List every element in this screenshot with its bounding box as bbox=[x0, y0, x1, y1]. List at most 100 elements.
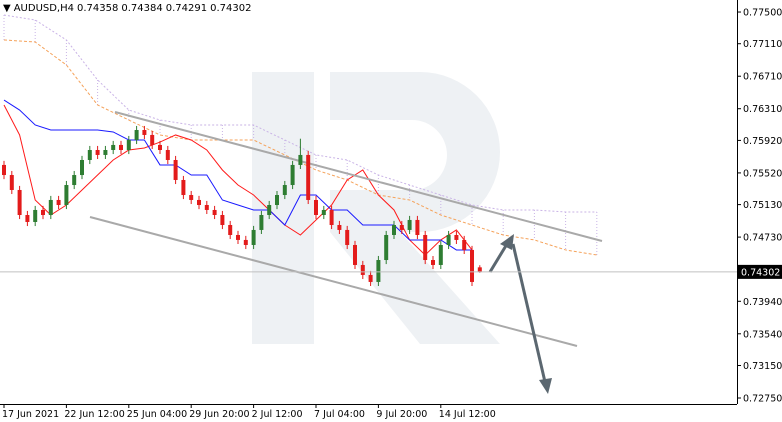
candle-body bbox=[228, 224, 233, 235]
current-price-box bbox=[738, 264, 782, 279]
candle-body bbox=[384, 234, 389, 261]
candle-body bbox=[376, 260, 381, 282]
candle-body bbox=[56, 199, 61, 206]
y-tick-label: 0.73940 bbox=[743, 297, 782, 308]
candle-body bbox=[337, 224, 342, 230]
y-tick-label: 0.77500 bbox=[743, 8, 782, 19]
candle-body bbox=[48, 199, 53, 216]
candle-body bbox=[189, 195, 194, 200]
close-price: 0.74302 bbox=[210, 3, 252, 14]
candle-body bbox=[212, 209, 217, 216]
x-tick-label: 17 Jun 2021 bbox=[2, 409, 59, 420]
candle-body bbox=[126, 140, 131, 150]
arrow-down bbox=[511, 243, 547, 383]
candle-body bbox=[95, 149, 100, 155]
candle-body bbox=[33, 209, 38, 222]
chart-header: ▼ AUDUSD,H4 0.74358 0.74384 0.74291 0.74302 bbox=[3, 3, 254, 14]
candle-body bbox=[25, 215, 30, 222]
candles-layer bbox=[2, 125, 482, 287]
y-tick-label: 0.73150 bbox=[743, 361, 782, 372]
y-tick-label: 0.73540 bbox=[743, 329, 782, 340]
candle-body bbox=[2, 164, 6, 176]
candle-body bbox=[407, 219, 412, 230]
candle-body bbox=[158, 144, 162, 150]
candle-body bbox=[477, 267, 482, 272]
y-tick-label: 0.77110 bbox=[743, 39, 782, 50]
y-tick-label: 0.74730 bbox=[743, 233, 782, 244]
candle-body bbox=[415, 219, 420, 235]
candle-body bbox=[290, 164, 295, 186]
indicator-line bbox=[3, 104, 473, 256]
candle-body bbox=[353, 244, 357, 265]
open-price: 0.74358 bbox=[77, 3, 119, 14]
candle-body bbox=[321, 209, 326, 216]
x-tick-label: 22 Jun 12:00 bbox=[64, 409, 124, 420]
candle-body bbox=[282, 185, 287, 196]
candle-body bbox=[87, 149, 92, 160]
candle-body bbox=[150, 134, 155, 145]
candle-body bbox=[17, 189, 22, 216]
candle-body bbox=[298, 154, 303, 165]
candle-body bbox=[360, 264, 365, 275]
candle-body bbox=[103, 149, 108, 155]
candle-body bbox=[197, 199, 201, 206]
symbol: AUDUSD,H4 bbox=[13, 3, 74, 14]
candle-body bbox=[165, 149, 170, 160]
candle-body bbox=[134, 130, 139, 141]
candle-body bbox=[119, 144, 123, 150]
arrow-head bbox=[539, 378, 552, 394]
candle-body bbox=[142, 130, 147, 135]
forecast-arrows bbox=[488, 234, 552, 394]
candle-body bbox=[64, 185, 69, 206]
candle-body bbox=[181, 179, 186, 196]
axis-layer: 0.77500 0.77110 0.76710 0.76310 0.75920 0.755… bbox=[0, 8, 782, 420]
candle-body bbox=[41, 209, 45, 216]
y-tick-label: 0.76310 bbox=[743, 104, 782, 115]
candle-body bbox=[236, 234, 240, 240]
candle-body bbox=[173, 159, 178, 180]
candle-body bbox=[80, 159, 84, 176]
y-tick-label: 0.75520 bbox=[743, 168, 782, 179]
y-tick-label: 0.75920 bbox=[743, 136, 782, 147]
y-tick-label: 0.75130 bbox=[743, 200, 782, 211]
x-tick-label: 2 Jul 12:00 bbox=[252, 409, 303, 420]
candle-body bbox=[306, 154, 311, 200]
candle-body bbox=[111, 144, 116, 150]
candle-body bbox=[251, 229, 256, 245]
candle-body bbox=[259, 215, 264, 230]
candle-body bbox=[470, 249, 474, 282]
x-tick-label: 29 Jun 20:00 bbox=[189, 409, 249, 420]
candle-body bbox=[423, 234, 428, 261]
watermark bbox=[252, 72, 500, 344]
x-tick-label: 9 Jul 20:00 bbox=[376, 409, 427, 420]
high-price: 0.74384 bbox=[121, 3, 163, 14]
candle-body bbox=[220, 215, 225, 225]
channel-upper bbox=[114, 111, 603, 242]
candle-body bbox=[243, 239, 248, 245]
x-tick-label: 7 Jul 04:00 bbox=[314, 409, 365, 420]
candle-body bbox=[329, 209, 334, 225]
x-tick-label: 14 Jul 12:00 bbox=[439, 409, 496, 420]
candle-body bbox=[368, 274, 373, 282]
candle-body bbox=[72, 175, 77, 186]
candle-body bbox=[204, 205, 209, 210]
x-tick-label: 25 Jun 04:00 bbox=[127, 409, 187, 420]
candle-body bbox=[462, 239, 467, 250]
low-price: 0.74291 bbox=[165, 3, 208, 14]
candle-body bbox=[431, 260, 435, 265]
y-tick-label: 0.76710 bbox=[743, 72, 782, 83]
candle-body bbox=[438, 244, 443, 265]
candle-body bbox=[345, 229, 350, 245]
candle-body bbox=[9, 175, 14, 190]
current-price-label: 0.74302 bbox=[741, 267, 780, 278]
channel-lower bbox=[89, 216, 578, 347]
candle-body bbox=[446, 234, 451, 245]
candle-body bbox=[275, 195, 279, 206]
arrow-head bbox=[500, 234, 514, 250]
candle-body bbox=[392, 224, 396, 235]
candle-body bbox=[454, 234, 459, 240]
arrow-up bbox=[488, 243, 509, 273]
candle-body bbox=[267, 205, 272, 216]
